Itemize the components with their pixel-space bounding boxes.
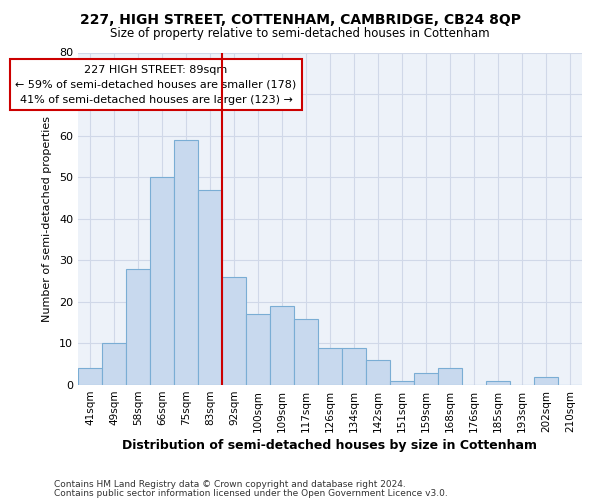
X-axis label: Distribution of semi-detached houses by size in Cottenham: Distribution of semi-detached houses by … xyxy=(122,439,538,452)
Bar xyxy=(246,314,270,385)
Bar xyxy=(534,376,558,385)
Bar xyxy=(102,344,126,385)
Bar xyxy=(78,368,102,385)
Bar xyxy=(126,268,150,385)
Bar xyxy=(294,318,318,385)
Bar xyxy=(390,381,414,385)
Bar xyxy=(222,277,246,385)
Bar xyxy=(342,348,366,385)
Bar xyxy=(318,348,342,385)
Bar xyxy=(486,381,510,385)
Bar xyxy=(366,360,390,385)
Text: Contains HM Land Registry data © Crown copyright and database right 2024.: Contains HM Land Registry data © Crown c… xyxy=(54,480,406,489)
Text: 227, HIGH STREET, COTTENHAM, CAMBRIDGE, CB24 8QP: 227, HIGH STREET, COTTENHAM, CAMBRIDGE, … xyxy=(79,12,521,26)
Bar xyxy=(150,177,174,385)
Bar xyxy=(438,368,462,385)
Text: 227 HIGH STREET: 89sqm
← 59% of semi-detached houses are smaller (178)
41% of se: 227 HIGH STREET: 89sqm ← 59% of semi-det… xyxy=(16,65,296,104)
Bar xyxy=(174,140,198,385)
Bar xyxy=(198,190,222,385)
Text: Size of property relative to semi-detached houses in Cottenham: Size of property relative to semi-detach… xyxy=(110,28,490,40)
Text: Contains public sector information licensed under the Open Government Licence v3: Contains public sector information licen… xyxy=(54,488,448,498)
Bar xyxy=(270,306,294,385)
Y-axis label: Number of semi-detached properties: Number of semi-detached properties xyxy=(42,116,52,322)
Bar xyxy=(414,372,438,385)
